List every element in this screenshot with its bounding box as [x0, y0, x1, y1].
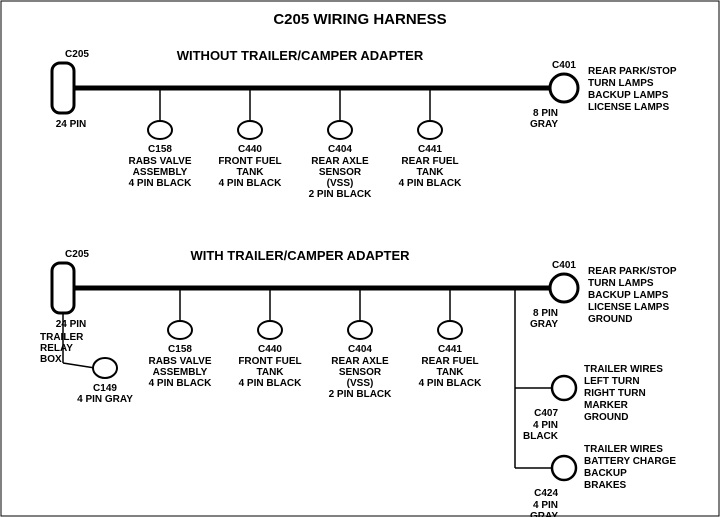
connector-line: 2 PIN BLACK: [329, 389, 393, 400]
branch-id: C407: [534, 408, 558, 419]
connector-id: C441: [438, 344, 462, 355]
connector-oval: [238, 121, 262, 139]
connector-oval: [258, 321, 282, 339]
connector-line: TANK: [416, 167, 444, 178]
branch-note: BRAKES: [584, 480, 627, 491]
right-connector-note: BACKUP LAMPS: [588, 90, 669, 101]
right-connector-note: REAR PARK/STOP: [588, 266, 677, 277]
connector-oval: [328, 121, 352, 139]
connector-oval: [418, 121, 442, 139]
connector-line: TANK: [236, 167, 264, 178]
branch-connector: [552, 456, 576, 480]
connector-line: 4 PIN BLACK: [239, 378, 303, 389]
left-connector: [52, 63, 74, 113]
relay-stem2: [63, 363, 95, 368]
right-connector-id: C401: [552, 260, 576, 271]
right-connector-id: C401: [552, 60, 576, 71]
right-connector: [550, 74, 578, 102]
connector-line: 4 PIN BLACK: [399, 178, 463, 189]
connector-line: REAR AXLE: [311, 156, 369, 167]
branch-pins: 4 PIN: [533, 420, 558, 431]
c149-pins: 4 PIN GRAY: [77, 394, 133, 405]
connector-line: SENSOR: [339, 367, 382, 378]
right-connector-note: GROUND: [588, 314, 632, 325]
right-connector-note: LICENSE LAMPS: [588, 302, 669, 313]
relay-box-label: RELAY: [40, 343, 73, 354]
branch-note: MARKER: [584, 400, 629, 411]
wiring-diagram: C205 WIRING HARNESS WITHOUT TRAILER/CAMPE…: [0, 0, 720, 517]
right-connector-pins: 8 PIN: [533, 308, 558, 319]
branch-pins: BLACK: [523, 431, 559, 442]
connector-line: 4 PIN BLACK: [129, 178, 193, 189]
section-subtitle: WITH TRAILER/CAMPER ADAPTER: [190, 248, 410, 263]
right-connector-note: TURN LAMPS: [588, 78, 654, 89]
connector-line: ASSEMBLY: [153, 367, 208, 378]
branch-note: TRAILER WIRES: [584, 364, 663, 375]
branch-note: TRAILER WIRES: [584, 444, 663, 455]
branch-note: RIGHT TURN: [584, 388, 646, 399]
c149-id: C149: [93, 383, 117, 394]
connector-line: REAR AXLE: [331, 356, 389, 367]
left-connector-id: C205: [65, 249, 89, 260]
connector-line: RABS VALVE: [129, 156, 192, 167]
branch-pins: 4 PIN: [533, 500, 558, 511]
c149-oval: [93, 358, 117, 378]
connector-oval: [438, 321, 462, 339]
connector-line: REAR FUEL: [421, 356, 478, 367]
connector-line: SENSOR: [319, 167, 362, 178]
connector-id: C440: [238, 144, 262, 155]
left-connector-pins: 24 PIN: [56, 319, 87, 330]
connector-line: FRONT FUEL: [238, 356, 301, 367]
connector-line: 2 PIN BLACK: [309, 189, 373, 200]
relay-box-label: TRAILER: [40, 332, 84, 343]
right-connector: [550, 274, 578, 302]
section-subtitle: WITHOUT TRAILER/CAMPER ADAPTER: [177, 48, 424, 63]
connector-line: FRONT FUEL: [218, 156, 281, 167]
branch-id: C424: [534, 488, 558, 499]
left-connector-pins: 24 PIN: [56, 119, 87, 130]
right-connector-note: BACKUP LAMPS: [588, 290, 669, 301]
connector-line: (VSS): [327, 178, 354, 189]
connector-oval: [148, 121, 172, 139]
right-connector-pins: GRAY: [530, 119, 558, 130]
connector-line: (VSS): [347, 378, 374, 389]
connector-line: RABS VALVE: [149, 356, 212, 367]
branch-note: BACKUP: [584, 468, 627, 479]
right-connector-note: LICENSE LAMPS: [588, 102, 669, 113]
left-connector-id: C205: [65, 49, 89, 60]
connector-line: ASSEMBLY: [133, 167, 188, 178]
branch-note: LEFT TURN: [584, 376, 640, 387]
connector-line: 4 PIN BLACK: [219, 178, 283, 189]
connector-line: 4 PIN BLACK: [149, 378, 213, 389]
right-connector-note: TURN LAMPS: [588, 278, 654, 289]
right-connector-note: REAR PARK/STOP: [588, 66, 677, 77]
right-connector-pins: 8 PIN: [533, 108, 558, 119]
diagram-title: C205 WIRING HARNESS: [273, 11, 446, 28]
connector-id: C404: [348, 344, 372, 355]
branch-note: GROUND: [584, 412, 628, 423]
connector-line: REAR FUEL: [401, 156, 458, 167]
branch-connector: [552, 376, 576, 400]
relay-box-label: BOX: [40, 354, 62, 365]
connector-oval: [168, 321, 192, 339]
branch-pins: GRAY: [530, 511, 558, 517]
connector-id: C158: [148, 144, 172, 155]
connector-id: C404: [328, 144, 352, 155]
connector-id: C158: [168, 344, 192, 355]
connector-line: TANK: [256, 367, 284, 378]
connector-line: TANK: [436, 367, 464, 378]
connector-oval: [348, 321, 372, 339]
connector-line: 4 PIN BLACK: [419, 378, 483, 389]
left-connector: [52, 263, 74, 313]
connector-id: C441: [418, 144, 442, 155]
connector-id: C440: [258, 344, 282, 355]
branch-note: BATTERY CHARGE: [584, 456, 676, 467]
right-connector-pins: GRAY: [530, 319, 558, 330]
